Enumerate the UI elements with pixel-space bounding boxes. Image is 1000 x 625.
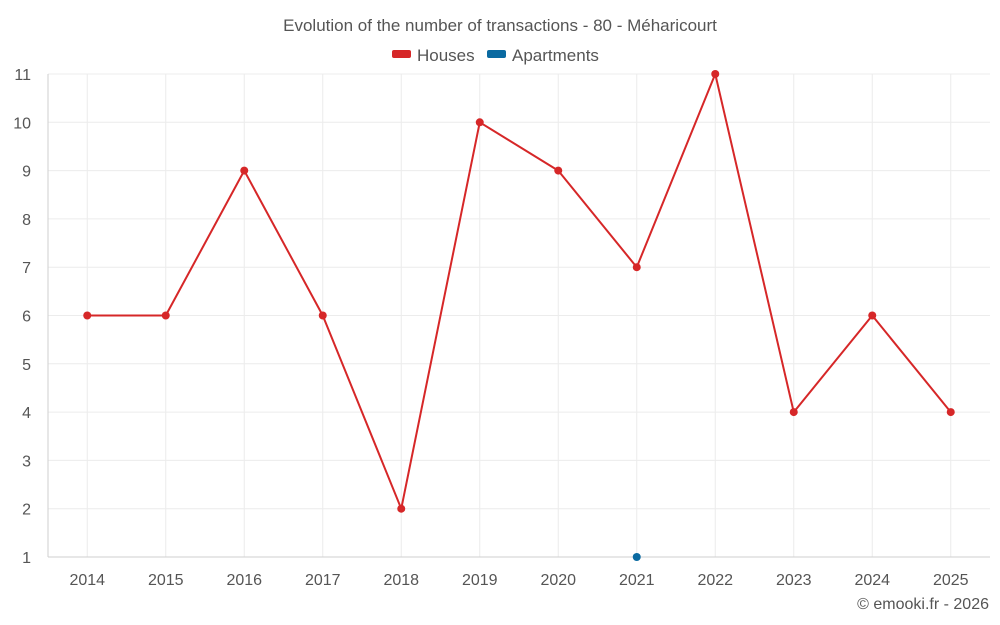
y-axis-ticks: 1 2 3 4 5 6 7 8 9 10 11 xyxy=(13,67,31,567)
x-tick-label: 2020 xyxy=(540,572,576,589)
chart-legend: Houses Apartments xyxy=(392,46,599,65)
y-tick-label: 1 xyxy=(22,550,31,567)
chart-title: Evolution of the number of transactions … xyxy=(283,16,717,35)
x-tick-label: 2021 xyxy=(619,572,655,589)
data-point-houses[interactable] xyxy=(83,311,92,320)
y-tick-label: 6 xyxy=(22,309,31,326)
data-point-houses[interactable] xyxy=(318,311,327,320)
data-point-houses[interactable] xyxy=(711,70,720,78)
y-tick-label: 7 xyxy=(22,260,31,277)
data-point-houses[interactable] xyxy=(475,118,484,127)
y-tick-label: 11 xyxy=(14,67,31,84)
y-tick-label: 3 xyxy=(22,453,31,470)
data-point-houses[interactable] xyxy=(554,166,563,175)
legend-swatch-apartments xyxy=(487,50,506,58)
data-point-houses[interactable] xyxy=(946,408,955,417)
x-tick-label: 2017 xyxy=(305,572,341,589)
x-tick-label: 2014 xyxy=(69,572,105,589)
legend-item-houses[interactable]: Houses xyxy=(392,46,475,65)
x-tick-label: 2025 xyxy=(933,572,969,589)
y-tick-label: 9 xyxy=(22,164,31,181)
legend-item-apartments[interactable]: Apartments xyxy=(487,46,599,65)
axes xyxy=(47,74,990,558)
credit-text: © emooki.fr - 2026 xyxy=(857,596,989,613)
x-tick-label: 2015 xyxy=(148,572,184,589)
legend-label-apartments: Apartments xyxy=(512,46,599,65)
legend-swatch-houses xyxy=(392,50,411,58)
data-point-houses[interactable] xyxy=(240,166,249,175)
series-layer xyxy=(83,70,955,561)
y-tick-label: 10 xyxy=(13,115,31,132)
data-point-houses[interactable] xyxy=(632,263,641,272)
x-tick-label: 2023 xyxy=(776,572,812,589)
series-line-houses xyxy=(87,73,952,510)
y-tick-label: 4 xyxy=(22,405,31,422)
x-tick-label: 2022 xyxy=(697,572,733,589)
x-tick-label: 2024 xyxy=(854,572,890,589)
legend-label-houses: Houses xyxy=(417,46,475,65)
x-tick-label: 2018 xyxy=(383,572,419,589)
data-point-houses[interactable] xyxy=(161,311,170,320)
x-axis-ticks: 2014 2015 2016 2017 2018 2019 2020 2021 2022 2023… xyxy=(69,572,968,589)
x-tick-label: 2019 xyxy=(462,572,498,589)
data-point-houses[interactable] xyxy=(868,311,877,320)
y-tick-label: 8 xyxy=(22,212,31,229)
x-tick-label: 2016 xyxy=(226,572,262,589)
y-tick-label: 5 xyxy=(22,357,31,374)
y-tick-label: 2 xyxy=(22,502,31,519)
data-point-apartments[interactable] xyxy=(632,553,641,561)
data-point-houses[interactable] xyxy=(789,408,798,417)
data-point-houses[interactable] xyxy=(397,504,406,513)
